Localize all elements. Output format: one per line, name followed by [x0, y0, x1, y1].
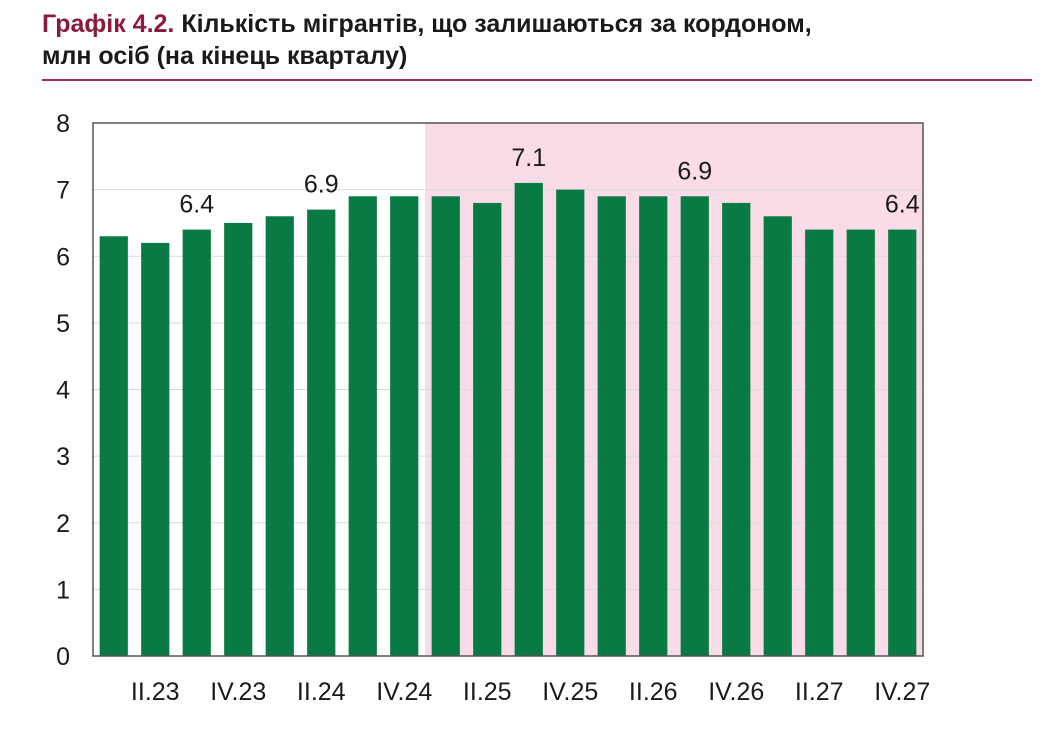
chart-title-line2: млн осіб (на кінець кварталу) [42, 42, 408, 70]
y-tick-label: 8 [56, 110, 70, 138]
bar [556, 189, 585, 656]
x-tick-label: II.23 [131, 678, 180, 706]
bar [846, 229, 875, 656]
x-tick-label: II.24 [297, 678, 346, 706]
bar [182, 229, 211, 656]
data-label: 6.9 [677, 157, 712, 185]
bar [265, 216, 294, 656]
title-divider [42, 79, 1032, 81]
bar [141, 242, 170, 657]
bar [307, 209, 336, 657]
chart-title-line1: Кількість мігрантів, що залишаються за к… [174, 10, 812, 38]
y-tick-label: 6 [56, 243, 70, 271]
bar [390, 196, 419, 656]
x-tick-label: IV.27 [874, 678, 930, 706]
x-tick-label: II.25 [463, 678, 512, 706]
bar [431, 196, 460, 656]
y-tick-label: 1 [56, 576, 70, 604]
y-tick-label: 4 [56, 377, 70, 405]
x-tick-label: IV.23 [210, 678, 266, 706]
bar [224, 222, 253, 656]
bar [348, 196, 377, 656]
bar [473, 202, 502, 656]
data-label: 6.4 [179, 191, 214, 219]
x-tick-label: IV.26 [708, 678, 764, 706]
y-tick-label: 7 [56, 177, 70, 205]
y-tick-label: 5 [56, 310, 70, 338]
bar [99, 236, 128, 656]
chart-title-number: Графік 4.2. [42, 10, 175, 38]
chart-title: Графік 4.2. Кількість мігрантів, що зали… [42, 8, 1032, 72]
plot-frame [92, 122, 924, 657]
y-tick-label: 0 [56, 643, 70, 671]
data-label: 7.1 [511, 144, 546, 172]
bar [639, 196, 668, 656]
y-tick-label: 3 [56, 443, 70, 471]
bar [597, 196, 626, 656]
x-tick-label: II.27 [795, 678, 844, 706]
x-tick-label: IV.24 [376, 678, 432, 706]
data-label: 6.4 [885, 191, 920, 219]
bar [514, 182, 543, 656]
bar [722, 202, 751, 656]
y-tick-label: 2 [56, 510, 70, 538]
x-tick-label: IV.25 [542, 678, 598, 706]
x-tick-label: II.26 [629, 678, 678, 706]
bar [888, 229, 917, 656]
bar [763, 216, 792, 656]
bar [680, 196, 709, 656]
bar [805, 229, 834, 656]
data-label: 6.9 [304, 171, 339, 199]
